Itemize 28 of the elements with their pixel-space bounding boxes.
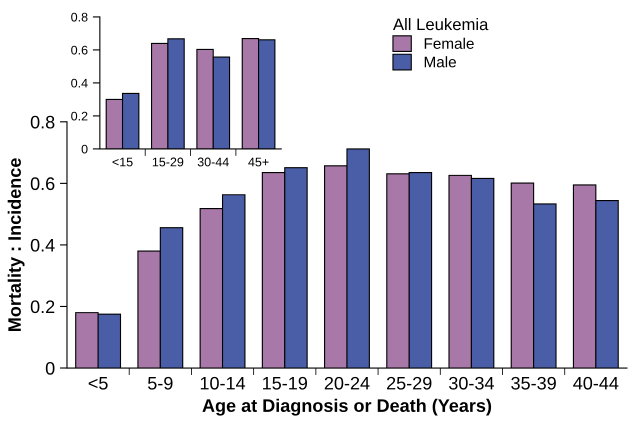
y-tick-label: 0.6 [30,177,54,190]
x-tick-label: 20-24 [324,376,370,390]
y-tick-label: 0 [82,144,88,154]
x-tick-label: <15 [112,158,133,166]
y-tick-label: 0.4 [71,78,88,88]
y-tick-label: 0 [46,362,54,375]
x-tick-label: 15-29 [152,158,184,166]
y-tick-label: 0.2 [30,300,54,314]
y-tick-label: 0.8 [30,116,54,129]
x-tick-label: <5 [88,377,108,390]
y-tick-label: 0.4 [30,238,55,252]
y-tick-label: 0.2 [71,112,88,121]
x-tick-label: 30-44 [198,158,229,166]
x-tick-label: 40-44 [573,376,618,390]
y-tick-label: 0.6 [71,46,88,55]
x-tick-label: 10-14 [200,376,246,390]
x-tick-label: 5-9 [148,376,173,390]
legend-label: Male [424,56,456,68]
x-tick-label: 45+ [248,158,269,166]
legend-title: All Leukemia [392,18,488,30]
x-axis-title: Age at Diagnosis or Death (Years) [202,398,492,416]
x-tick-label: 35-39 [511,376,556,390]
x-tick-label: 25-29 [387,376,432,390]
x-tick-label: 15-19 [263,376,307,390]
y-tick-label: 0.8 [71,12,88,22]
legend-label: Female [424,38,474,49]
y-axis-title: Mortality : Incidence [8,158,25,331]
x-tick-label: 30-34 [449,376,494,390]
